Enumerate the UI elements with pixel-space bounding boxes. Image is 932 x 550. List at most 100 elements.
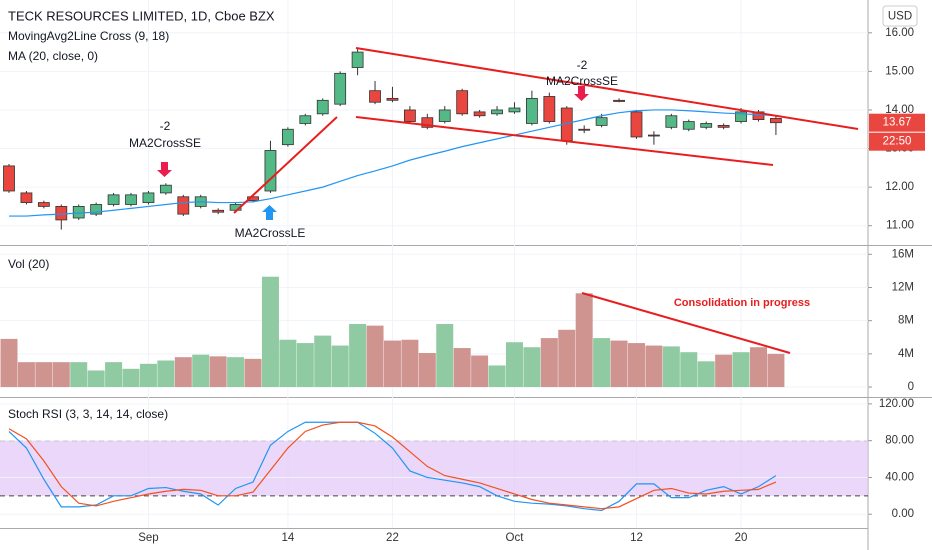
countdown: 22:50 xyxy=(883,136,912,148)
volume-bar xyxy=(558,329,576,388)
indicator-title: MovingAvg2Line Cross (9, 18) xyxy=(8,29,169,43)
buy-arrow xyxy=(262,205,277,220)
volume-bar xyxy=(227,357,245,388)
candle-body xyxy=(682,121,695,130)
chart-title: TECK RESOURCES LIMITED, 1D, Cboe BZX xyxy=(8,8,275,23)
volume-bar xyxy=(523,347,541,388)
x-tick-label: 14 xyxy=(281,532,294,544)
y-tick-label: 16.00 xyxy=(885,27,914,39)
candle-body xyxy=(752,111,765,121)
stoch-line xyxy=(8,421,777,510)
y-tick-label: 15.00 xyxy=(885,65,914,77)
x-tick-label: 22 xyxy=(386,532,399,544)
volume-bar xyxy=(331,345,349,388)
stoch-line xyxy=(8,421,777,512)
volume-bar xyxy=(87,370,105,388)
candle-body xyxy=(299,115,312,124)
candle-body xyxy=(700,123,713,128)
y-tick-label: 4M xyxy=(898,348,914,360)
candle-body xyxy=(543,96,556,122)
volume-bar xyxy=(157,360,175,388)
candle-body xyxy=(770,118,782,124)
candle-body xyxy=(281,128,294,146)
signal-value: -2 xyxy=(577,58,588,72)
signal-value: -2 xyxy=(160,119,171,133)
y-tick-label: 80.00 xyxy=(885,435,914,447)
candle-body xyxy=(37,202,50,207)
sell-arrow xyxy=(574,86,589,101)
y-tick-label: 8M xyxy=(898,315,914,327)
volume-bar xyxy=(453,348,471,388)
volume-bar xyxy=(401,339,419,388)
signal-label: MA2CrossSE xyxy=(129,136,201,150)
signal-label: MA2CrossSE xyxy=(546,74,618,88)
volume-bar xyxy=(610,340,628,388)
candle-body xyxy=(526,97,538,124)
volume-bar xyxy=(349,323,367,388)
candle-body xyxy=(3,165,15,192)
candle-body xyxy=(142,192,155,203)
volume-bar xyxy=(749,347,767,388)
signal-label: MA2CrossLE xyxy=(235,226,306,240)
candle-body xyxy=(613,99,625,102)
candle-body xyxy=(508,107,521,113)
band xyxy=(0,440,868,496)
volume-bar xyxy=(105,362,123,388)
volume-bar xyxy=(174,357,192,388)
volume-bar xyxy=(17,362,35,388)
candle-body xyxy=(334,72,347,105)
trend-line xyxy=(355,47,859,130)
candle-body xyxy=(735,111,747,122)
candle-body xyxy=(369,90,381,103)
pane-title: Vol (20) xyxy=(8,257,49,271)
y-tick-label: 0.00 xyxy=(892,508,914,520)
volume-bar xyxy=(593,338,611,388)
volume-bar xyxy=(575,293,593,388)
last-price-box xyxy=(869,113,925,132)
volume-bar xyxy=(715,354,733,388)
candle-body xyxy=(665,115,678,128)
ma-line xyxy=(9,109,776,217)
candle-body xyxy=(159,184,172,194)
currency-box[interactable] xyxy=(882,5,918,27)
annotation: Consolidation in progress xyxy=(674,297,810,309)
candle-body xyxy=(72,206,85,219)
volume-bar xyxy=(505,342,523,388)
volume-bar xyxy=(192,354,210,388)
y-tick-label: 120.00 xyxy=(879,398,914,410)
y-tick-label: 14.00 xyxy=(885,104,914,116)
candle-body xyxy=(212,209,225,213)
sell-arrow xyxy=(157,162,172,177)
last-price: 13.67 xyxy=(883,117,912,129)
x-tick-label: 12 xyxy=(630,532,643,544)
candle-body xyxy=(403,109,416,122)
volume-bar xyxy=(680,352,698,388)
candle-body xyxy=(90,204,103,215)
volume-bar xyxy=(244,358,262,388)
volume-bar xyxy=(436,323,454,388)
volume-bar xyxy=(767,353,785,388)
volume-bar xyxy=(732,352,750,388)
candle-body xyxy=(630,111,643,138)
candle-body xyxy=(491,109,503,115)
candle-body xyxy=(456,90,469,115)
y-tick-label: 12M xyxy=(892,282,914,294)
currency: USD xyxy=(888,11,912,23)
pane-title: Stoch RSI (3, 3, 14, 14, close) xyxy=(8,407,168,421)
candle-body xyxy=(20,192,33,203)
candle-body xyxy=(438,109,451,122)
trend-line xyxy=(233,116,338,214)
y-tick-label: 16M xyxy=(892,248,914,260)
candle-body xyxy=(55,206,68,221)
candle-body xyxy=(648,134,660,137)
candle-body xyxy=(247,196,259,202)
candle-body xyxy=(386,97,399,101)
trend-line xyxy=(581,292,791,354)
candle-body xyxy=(717,124,730,128)
indicator-title: MA (20, close, 0) xyxy=(8,49,98,63)
volume-bar xyxy=(471,355,489,388)
volume-bar xyxy=(279,339,297,388)
volume-bar xyxy=(488,365,506,388)
candle-body xyxy=(473,111,486,117)
volume-bar xyxy=(35,362,53,388)
